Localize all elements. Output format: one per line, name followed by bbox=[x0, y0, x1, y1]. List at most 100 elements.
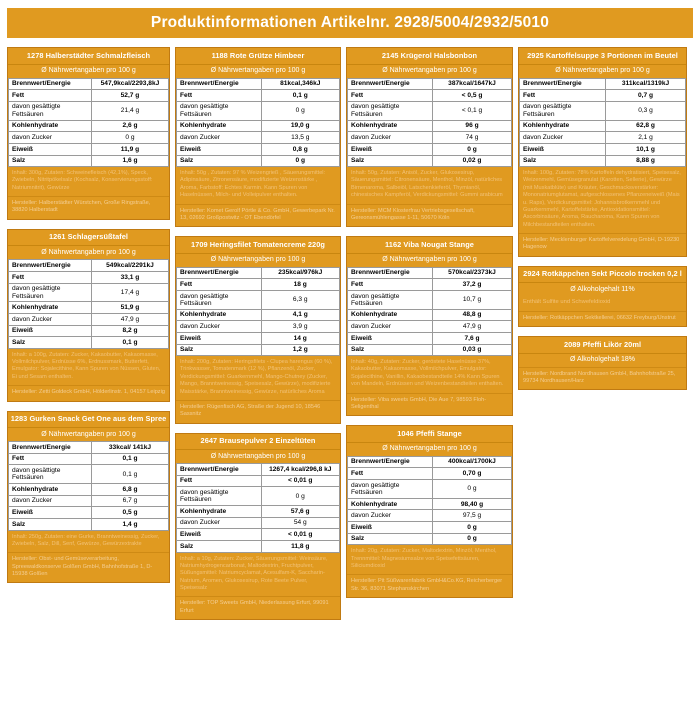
nutrition-label: Brennwert/Energie bbox=[347, 266, 434, 280]
table-row: Salz 0,03 g bbox=[347, 343, 512, 357]
nutrition-label: Brennwert/Energie bbox=[519, 77, 607, 91]
nutrition-label: davon gesättigte Fettsäuren bbox=[176, 100, 262, 121]
table-row: Brennwert/Energie 235kcal/976kJ bbox=[176, 266, 340, 280]
nutrition-label: davon Zucker bbox=[519, 131, 607, 144]
product-card: 2089 Pfeffi Likör 20ml Ø Alkoholgehalt 18… bbox=[518, 336, 687, 391]
table-row: Fett < 0,5 g bbox=[347, 89, 512, 102]
nutrition-label: davon gesättigte Fettsäuren bbox=[8, 464, 92, 485]
nutrition-value: 311kcal/1319kJ bbox=[605, 77, 686, 91]
nutrition-value: 54 g bbox=[260, 516, 340, 530]
table-row: Kohlenhydrate 57,6 g bbox=[176, 505, 340, 518]
table-row: Eiweiß 0 g bbox=[347, 521, 512, 534]
nutrition-label: davon gesättigte Fettsäuren bbox=[519, 100, 607, 121]
product-card-subtitle: Ø Nährwertangaben pro 100 g bbox=[8, 245, 169, 259]
table-row: Eiweiß 7,6 g bbox=[347, 332, 512, 345]
allergen-note: Enthält Sulfite und Schwefeldioxid bbox=[523, 299, 611, 306]
product-card: 2925 Kartoffelsuppe 3 Portionen im Beute… bbox=[518, 47, 687, 257]
table-row: davon Zucker 97,5 g bbox=[347, 509, 512, 523]
table-row: Eiweiß 14 g bbox=[176, 332, 340, 345]
ingredients-text: Inhalt: 50g, Zutaten: Anisöl, Zucker, Gl… bbox=[351, 170, 503, 199]
nutrition-value: 6,7 g bbox=[90, 494, 169, 508]
nutrition-label: davon Zucker bbox=[347, 320, 434, 333]
table-row: davon Zucker 2,1 g bbox=[519, 131, 686, 144]
nutrition-value: 0 g bbox=[90, 131, 169, 144]
product-card-title: 1188 Rote Grütze Himbeer bbox=[211, 50, 305, 60]
nutrition-label: davon Zucker bbox=[8, 313, 92, 326]
nutrition-value: 33,1 g bbox=[90, 271, 169, 284]
nutrition-value: 3,9 g bbox=[260, 320, 340, 333]
nutrition-value: 0,8 g bbox=[260, 142, 340, 156]
table-row: Fett 18 g bbox=[176, 278, 340, 291]
nutrition-value: 0,7 g bbox=[605, 89, 686, 102]
product-card: 2647 Brausepulver 2 Einzeltüten Ø Nährwer… bbox=[175, 432, 341, 620]
table-row: Brennwert/Energie 33kcal/ 141kJ bbox=[8, 441, 169, 454]
nutrition-label: Salz bbox=[176, 539, 262, 553]
table-row: Salz 11,8 g bbox=[176, 539, 340, 553]
nutrition-value: 37,2 g bbox=[432, 278, 512, 291]
product-card-title: 1162 Viba Nougat Stange bbox=[385, 239, 474, 249]
nutrition-label: Brennwert/Energie bbox=[176, 463, 262, 476]
nutrition-table: Brennwert/Energie 547,9kcal/2293,8kJ Fett 5… bbox=[8, 77, 169, 168]
nutrition-value: 4,1 g bbox=[260, 308, 340, 322]
product-card-subtitle: Ø Nährwertangaben pro 100 g bbox=[347, 441, 512, 456]
nutrition-label: davon gesättigte Fettsäuren bbox=[8, 100, 92, 121]
nutrition-label: Kohlenhydrate bbox=[347, 308, 434, 322]
table-row: davon gesättigte Fettsäuren 0 g bbox=[176, 100, 340, 121]
ingredients-text: Inhalt: a 10g, Zutaten: Zucker, Säuerung… bbox=[180, 555, 328, 592]
product-column-2: 1188 Rote Grütze Himbeer Ø Nährwertangabe… bbox=[175, 47, 341, 620]
nutrition-value: 14 g bbox=[260, 332, 340, 345]
nutrition-table: Brennwert/Energie 387kcal/1647kJ Fett < 0,5… bbox=[347, 77, 512, 168]
manufacturer-text: Hersteller: Komet Gerolf Pörtle & Co. Gm… bbox=[176, 203, 340, 227]
nutrition-label: Salz bbox=[347, 532, 434, 546]
ingredients-text: Inhalt: 20g, Zutaten: Zucker, Maltodextr… bbox=[351, 548, 497, 569]
product-card-title: 2089 Pfeffi Likör 20ml bbox=[563, 339, 642, 349]
product-card: 2924 Rotkäppchen Sekt Piccolo trocken 0,… bbox=[518, 265, 687, 328]
nutrition-value: 2,1 g bbox=[605, 131, 686, 144]
nutrition-label: Fett bbox=[176, 474, 262, 488]
product-card-subtitle: Ø Alkoholgehalt 18% bbox=[519, 352, 686, 367]
table-row: Kohlenhydrate 48,8 g bbox=[347, 308, 512, 322]
table-row: Fett 0,7 g bbox=[519, 89, 686, 102]
ingredients-text: Inhalt: 200g, Zutaten: Heringsfilets - C… bbox=[180, 359, 333, 395]
manufacturer-text: Hersteller: Rügenfisch AG, Straße der Ju… bbox=[176, 399, 340, 423]
nutrition-label: Fett bbox=[347, 278, 434, 291]
table-row: Kohlenhydrate 19,0 g bbox=[176, 119, 340, 133]
table-row: Eiweiß 10,1 g bbox=[519, 142, 686, 156]
nutrition-label: davon Zucker bbox=[176, 516, 262, 530]
ingredients-text: Inhalt: a 100g, Zutaten: Zucker, Kakaobu… bbox=[12, 351, 161, 380]
table-row: davon gesättigte Fettsäuren 0 g bbox=[347, 478, 512, 499]
product-card: 1709 Heringsfilet Tomatencreme 220g Ø Näh… bbox=[175, 236, 341, 424]
table-row: davon Zucker 47,9 g bbox=[8, 313, 169, 326]
nutrition-value: 387kcal/1647kJ bbox=[432, 77, 512, 91]
nutrition-label: Eiweiß bbox=[176, 332, 262, 345]
page-title: Produktinformationen Artikelnr. 2928/500… bbox=[7, 8, 693, 39]
nutrition-label: Salz bbox=[8, 154, 92, 168]
nutrition-label: Brennwert/Energie bbox=[8, 259, 92, 272]
nutrition-label: Fett bbox=[8, 271, 92, 284]
table-row: Brennwert/Energie 400kcal/1700kJ bbox=[347, 455, 512, 469]
nutrition-label: Salz bbox=[8, 517, 92, 531]
nutrition-label: Fett bbox=[347, 467, 434, 480]
nutrition-value: 97,5 g bbox=[432, 509, 512, 523]
table-row: Fett 33,1 g bbox=[8, 271, 169, 284]
nutrition-label: davon gesättigte Fettsäuren bbox=[347, 478, 434, 499]
nutrition-value: 1,2 g bbox=[260, 343, 340, 357]
table-row: davon gesättigte Fettsäuren 0,3 g bbox=[519, 100, 686, 121]
nutrition-value: < 0,01 g bbox=[260, 528, 340, 541]
nutrition-value: 1267,4 kcal/296,8 kJ bbox=[260, 463, 340, 476]
ingredients-text: Inhalt: 100g, Zutaten: 78% Kartoffeln de… bbox=[523, 170, 681, 228]
manufacturer-text: Hersteller: Viba sweets GmbH, Die Aue 7,… bbox=[347, 392, 512, 416]
nutrition-value: 0,70 g bbox=[432, 467, 512, 480]
nutrition-value: 0 g bbox=[260, 154, 340, 168]
nutrition-label: Brennwert/Energie bbox=[8, 441, 92, 454]
nutrition-value: 10,7 g bbox=[432, 289, 512, 310]
product-card-title: 1278 Halberstädter Schmalzfleisch bbox=[26, 50, 151, 60]
table-row: Eiweiß < 0,01 g bbox=[176, 528, 340, 541]
nutrition-value: 21,4 g bbox=[90, 100, 169, 121]
product-card-title: 1283 Gurken Snack Get One aus dem Spree bbox=[10, 414, 167, 423]
nutrition-value: 18 g bbox=[260, 278, 340, 291]
ingredients-text: Inhalt: 300g, Zutaten: Schweinefleisch (… bbox=[12, 170, 153, 191]
nutrition-value: 1,4 g bbox=[90, 517, 169, 531]
nutrition-value: 19,0 g bbox=[260, 119, 340, 133]
table-row: Kohlenhydrate 96 g bbox=[347, 119, 512, 133]
